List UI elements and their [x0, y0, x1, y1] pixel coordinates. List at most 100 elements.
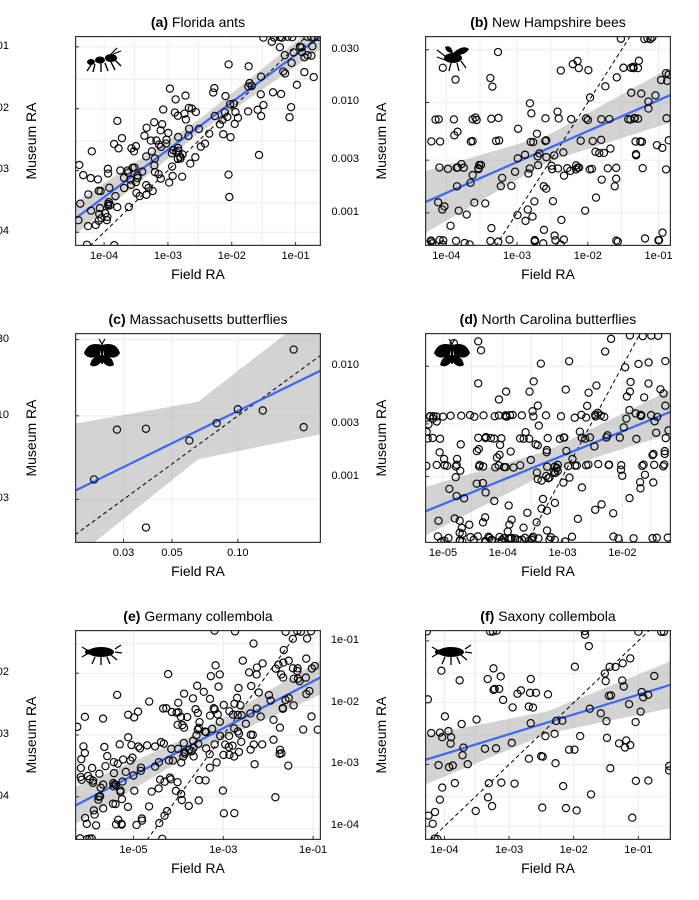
point	[130, 772, 137, 779]
point	[245, 63, 252, 70]
point	[582, 115, 589, 122]
point	[632, 718, 639, 725]
xtick-label: 1e-01	[624, 844, 652, 856]
ytick-label: 1e-04	[0, 790, 9, 802]
point	[293, 81, 300, 88]
point	[514, 125, 521, 132]
point	[194, 682, 201, 689]
point	[147, 137, 154, 144]
point	[505, 502, 512, 509]
point	[529, 213, 536, 220]
point	[441, 713, 448, 720]
point	[620, 683, 627, 690]
point	[542, 115, 549, 122]
point	[509, 704, 516, 711]
point	[253, 705, 260, 712]
point	[301, 69, 308, 76]
point	[285, 695, 292, 702]
point	[553, 717, 560, 724]
point	[526, 689, 533, 696]
point	[194, 709, 201, 716]
point	[638, 412, 645, 419]
point	[89, 777, 96, 784]
point	[482, 200, 489, 207]
point	[213, 759, 220, 766]
xlabel: Field RA	[425, 860, 671, 876]
point	[542, 412, 549, 419]
panel-title-prefix: (a)	[151, 14, 168, 30]
plot	[425, 36, 671, 246]
point	[661, 450, 668, 457]
point	[215, 683, 222, 690]
point	[526, 435, 533, 442]
point	[662, 402, 669, 409]
point	[277, 90, 284, 97]
point	[458, 160, 465, 167]
point	[231, 810, 238, 817]
point	[544, 691, 551, 698]
point	[151, 119, 158, 126]
point	[151, 162, 158, 169]
point	[480, 463, 487, 470]
point	[657, 76, 664, 83]
point	[446, 485, 453, 492]
point	[155, 141, 162, 148]
point	[517, 462, 524, 469]
point	[527, 675, 534, 682]
point	[185, 132, 192, 139]
point	[598, 136, 605, 143]
point	[250, 640, 257, 647]
point	[598, 116, 605, 123]
point	[220, 751, 227, 758]
point	[615, 740, 622, 747]
point	[593, 382, 600, 389]
point	[127, 757, 134, 764]
point	[138, 817, 145, 824]
point	[632, 777, 639, 784]
point	[487, 237, 494, 244]
point	[89, 764, 96, 771]
point	[539, 753, 546, 760]
panel-a: (a) Florida antsField RAMuseum RA 1e-041…	[75, 36, 321, 246]
point	[566, 358, 573, 365]
point	[662, 357, 669, 364]
point	[539, 804, 546, 811]
point	[134, 708, 141, 715]
point	[451, 132, 458, 139]
point	[84, 222, 91, 229]
point	[508, 516, 515, 523]
point	[308, 713, 315, 720]
panel-title-text: Saxony collembola	[498, 608, 616, 624]
point	[598, 501, 605, 508]
point	[592, 194, 599, 201]
point	[229, 711, 236, 718]
point	[630, 535, 637, 542]
point	[125, 711, 132, 718]
point	[281, 52, 288, 59]
point	[435, 761, 442, 768]
point	[112, 193, 119, 200]
point	[637, 708, 644, 715]
xtick-label: 1e-01	[282, 250, 310, 262]
point	[81, 713, 88, 720]
xtick-label: 1e-04	[90, 250, 118, 262]
point	[80, 172, 87, 179]
point	[531, 237, 538, 244]
point	[185, 802, 192, 809]
point	[99, 715, 106, 722]
point	[453, 461, 460, 468]
xtick-label: 1e-04	[489, 547, 517, 559]
panel-title: (d) North Carolina butterflies	[425, 311, 671, 327]
point	[592, 148, 599, 155]
point	[641, 471, 648, 478]
point	[195, 125, 202, 132]
ytick-label: 0.010	[299, 359, 359, 371]
point	[143, 124, 150, 131]
point	[607, 335, 614, 342]
point	[488, 225, 495, 232]
point	[469, 171, 476, 178]
point	[249, 731, 256, 738]
xtick-label: 0.10	[227, 547, 248, 559]
xtick-label: 1e-02	[560, 844, 588, 856]
point	[95, 796, 102, 803]
